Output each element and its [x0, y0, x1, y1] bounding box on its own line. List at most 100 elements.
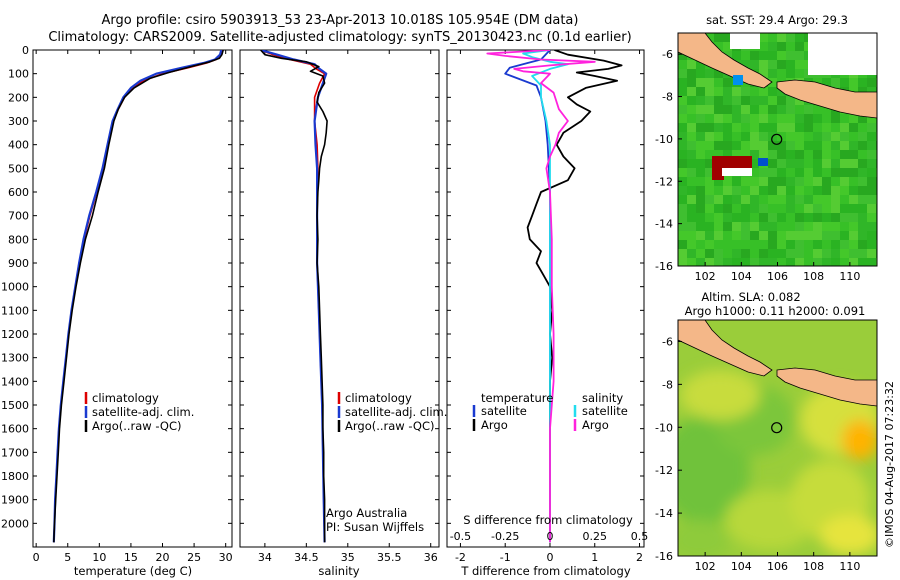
sst-cell	[804, 114, 813, 123]
sst-cell	[768, 258, 777, 266]
sst-cell	[714, 33, 723, 42]
legend-label-argo: Argo(..raw -QC)	[92, 419, 182, 433]
depth-tick-label: 1300	[1, 352, 29, 365]
sst-cell	[732, 186, 741, 195]
sst-cell	[795, 177, 804, 186]
sst-cell	[678, 258, 687, 266]
sst-cell	[705, 96, 714, 105]
sst-cell	[714, 240, 723, 249]
sst-cell	[786, 150, 795, 159]
sst-cell	[705, 204, 714, 213]
sst-cell	[831, 258, 840, 266]
sst-cell	[786, 204, 795, 213]
sst-cell	[750, 132, 759, 141]
x-tick-label: 0	[33, 551, 40, 564]
sst-cell	[750, 51, 759, 60]
sst-cell	[849, 141, 858, 150]
sst-cell	[849, 186, 858, 195]
sst-cell	[741, 105, 750, 114]
sst-cell	[849, 123, 858, 132]
map-x-tick-label: 102	[695, 270, 716, 283]
sst-cell	[687, 123, 696, 132]
depth-tick-label: 2000	[1, 517, 29, 530]
sst-cell	[696, 222, 705, 231]
sst-cell	[867, 159, 876, 168]
sst-map-title: sat. SST: 29.4 Argo: 29.3	[706, 13, 848, 27]
map-y-tick-label: -12	[655, 464, 673, 477]
s-diff-tick-label: 0.25	[583, 530, 608, 543]
temperature-plot-frame	[32, 49, 233, 548]
sst-cell	[687, 114, 696, 123]
sst-warm-patch-edge	[722, 168, 752, 176]
sst-cell	[858, 168, 867, 177]
sst-cell	[804, 204, 813, 213]
salinity-x-axis: 34 34.5 35 35.5 36	[258, 50, 438, 564]
sst-cell	[786, 249, 795, 258]
sst-cell	[741, 258, 750, 266]
sst-cell	[696, 69, 705, 78]
sst-cell	[687, 159, 696, 168]
sst-cell	[786, 186, 795, 195]
sst-cell	[831, 204, 840, 213]
sst-cell	[732, 249, 741, 258]
sla-map-axes: 102 104 106 108 110 -6 -8 -10 -12 -14 -16	[655, 335, 860, 573]
map-y-tick-label: -16	[655, 550, 673, 563]
sst-cell	[822, 114, 831, 123]
sst-cell	[777, 42, 786, 51]
legend-label-satellite-adj: satellite-adj. clim.	[345, 405, 447, 419]
sst-cell	[714, 105, 723, 114]
sst-cell	[858, 177, 867, 186]
sst-cell	[696, 141, 705, 150]
sst-cell	[858, 132, 867, 141]
sst-cell	[678, 123, 687, 132]
s-diff-tick-label: 0	[546, 530, 553, 543]
sst-cell	[858, 186, 867, 195]
sst-cell	[840, 204, 849, 213]
sst-cell	[840, 231, 849, 240]
sst-cell	[795, 204, 804, 213]
x-tick-label: 35	[341, 551, 355, 564]
sst-cell	[858, 222, 867, 231]
annotation-argo-australia: Argo Australia	[326, 506, 407, 520]
sst-cell	[714, 231, 723, 240]
depth-tick-label: 1400	[1, 375, 29, 388]
sst-cell	[705, 132, 714, 141]
sst-cell	[831, 78, 840, 87]
sst-cell	[777, 186, 786, 195]
sst-cell	[705, 123, 714, 132]
sst-cell	[759, 249, 768, 258]
sst-cell	[732, 123, 741, 132]
sst-cell	[741, 51, 750, 60]
sst-cell	[867, 186, 876, 195]
sst-cell	[786, 141, 795, 150]
sst-cell	[678, 78, 687, 87]
x-tick-label: 30	[219, 551, 233, 564]
sst-cell	[696, 105, 705, 114]
sst-cell	[687, 150, 696, 159]
sst-cell	[714, 186, 723, 195]
map-y-tick-label: -16	[655, 260, 673, 273]
sst-cell	[858, 150, 867, 159]
legend-label-temp-argo: Argo	[481, 418, 508, 432]
sst-cell	[804, 258, 813, 266]
sst-cell	[678, 69, 687, 78]
sst-cell	[786, 177, 795, 186]
legend-label-temp-satellite: satellite	[481, 404, 527, 418]
sst-cell	[759, 231, 768, 240]
series-line-argo-raw-qc-	[260, 50, 328, 543]
sst-cell	[723, 195, 732, 204]
sst-cell	[714, 141, 723, 150]
x-tick-label: 1	[591, 551, 598, 564]
sst-cell	[750, 258, 759, 266]
sst-cell	[678, 168, 687, 177]
map-x-tick-label: 106	[767, 560, 788, 573]
series-line-salinity-satellite	[522, 50, 569, 543]
sst-cell	[678, 105, 687, 114]
sst-cell	[759, 177, 768, 186]
map-x-tick-label: 108	[803, 270, 824, 283]
sst-cell	[813, 231, 822, 240]
sst-cell	[786, 213, 795, 222]
sst-cell	[795, 231, 804, 240]
depth-tick-label: 400	[8, 139, 29, 152]
sst-cell	[687, 204, 696, 213]
